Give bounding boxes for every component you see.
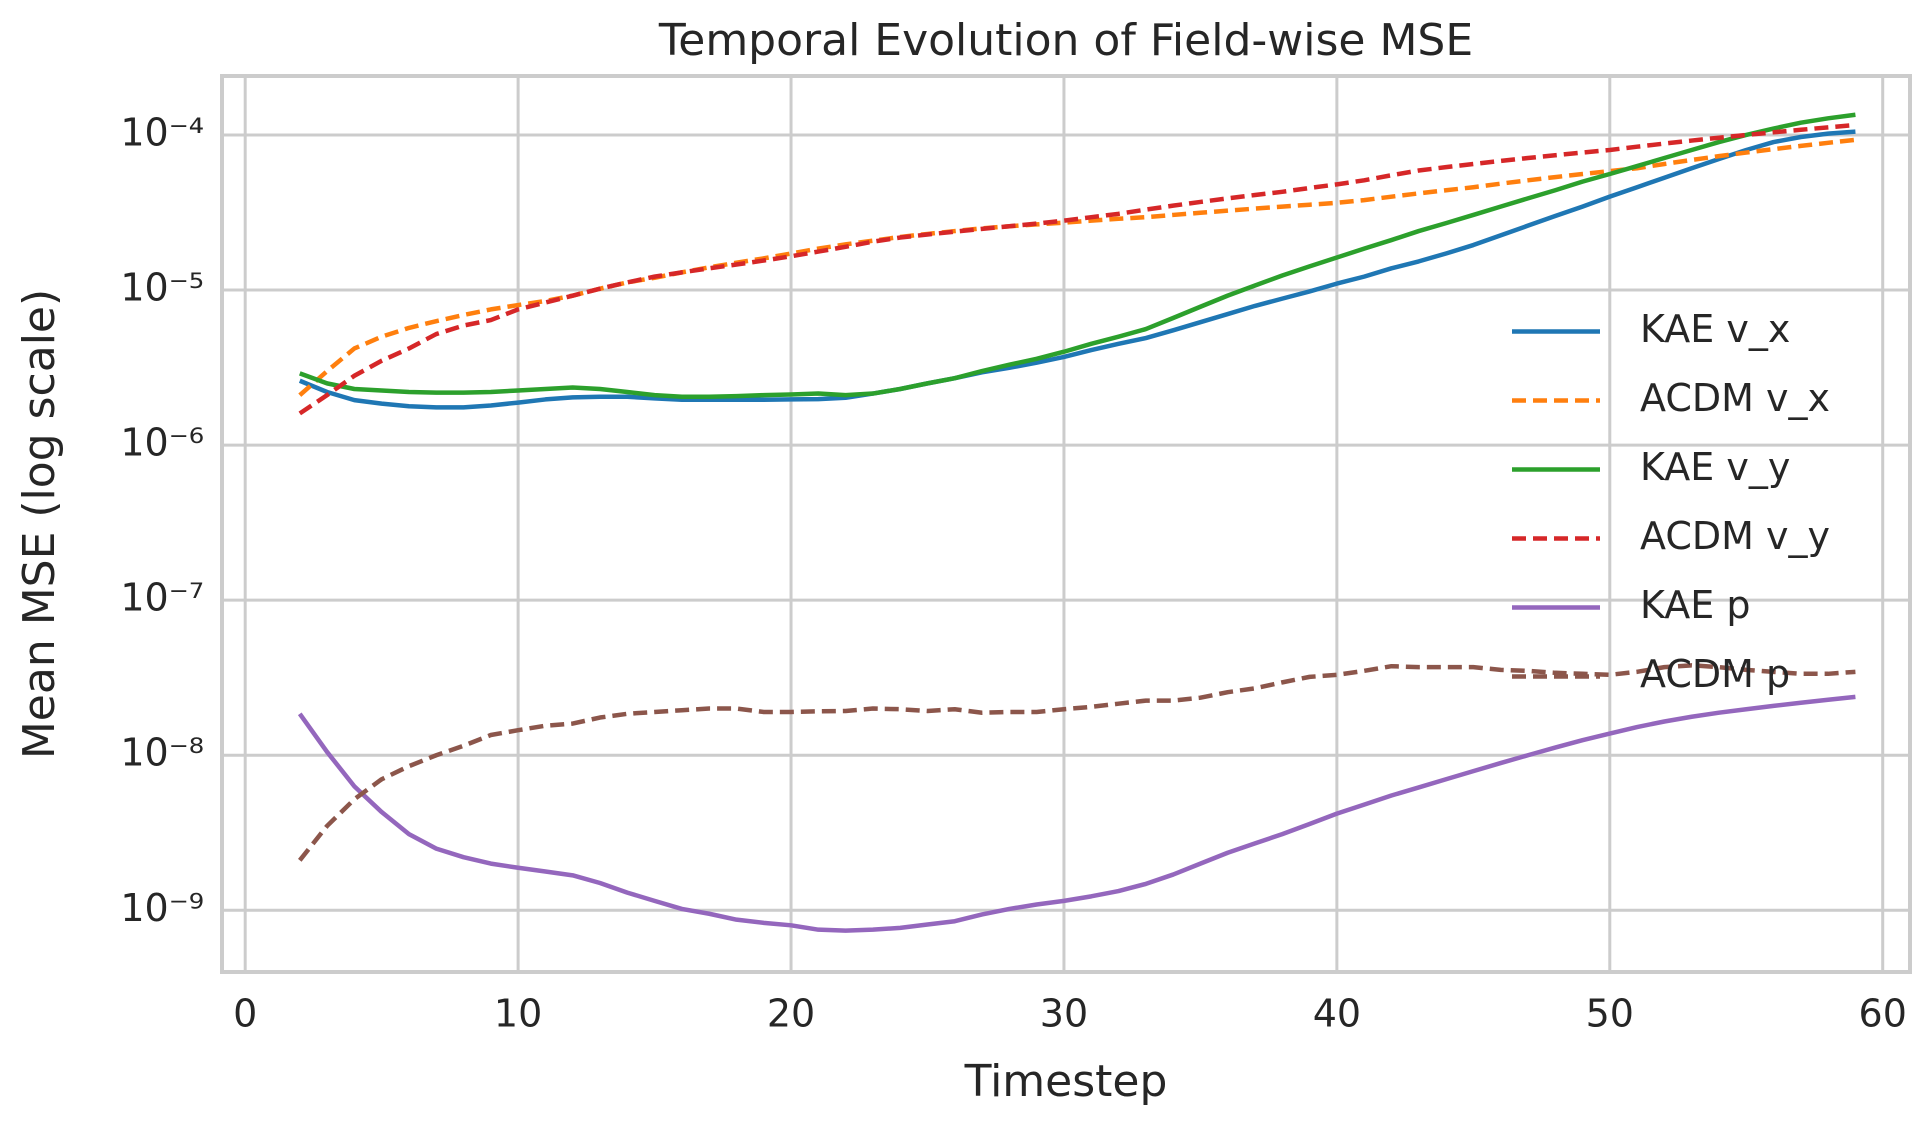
x-tick-label: 30 (1040, 992, 1088, 1036)
chart-title: Temporal Evolution of Field-wise MSE (658, 15, 1473, 66)
x-tick-label: 60 (1859, 992, 1907, 1036)
x-tick-label: 0 (233, 992, 257, 1036)
legend-label: ACDM p (1640, 652, 1790, 696)
legend-label: ACDM v_y (1640, 514, 1830, 558)
plot-frame (220, 74, 1912, 974)
y-tick-label: 10⁻⁹ (120, 886, 204, 930)
x-tick-label: 40 (1313, 992, 1361, 1036)
x-tick-label: 50 (1586, 992, 1634, 1036)
legend-label: KAE v_x (1640, 307, 1790, 351)
legend-label: KAE v_y (1640, 445, 1790, 489)
x-tick-label: 10 (494, 992, 542, 1036)
y-tick-label: 10⁻⁸ (120, 731, 204, 775)
y-tick-label: 10⁻⁷ (120, 576, 204, 620)
y-tick-label: 10⁻⁵ (120, 266, 204, 310)
series-line (299, 112, 1856, 399)
x-tick-label: 20 (767, 992, 815, 1036)
y-tick-label: 10⁻⁶ (120, 421, 204, 465)
series-line (297, 694, 1856, 933)
legend-label: KAE p (1640, 583, 1750, 627)
legend-label: ACDM v_x (1640, 376, 1830, 420)
y-tick-label: 10⁻⁴ (120, 110, 204, 154)
series-line (298, 129, 1856, 410)
x-axis-label: Timestep (964, 1056, 1168, 1107)
series-line (298, 122, 1856, 416)
y-axis-label: Mean MSE (log scale) (14, 289, 65, 759)
